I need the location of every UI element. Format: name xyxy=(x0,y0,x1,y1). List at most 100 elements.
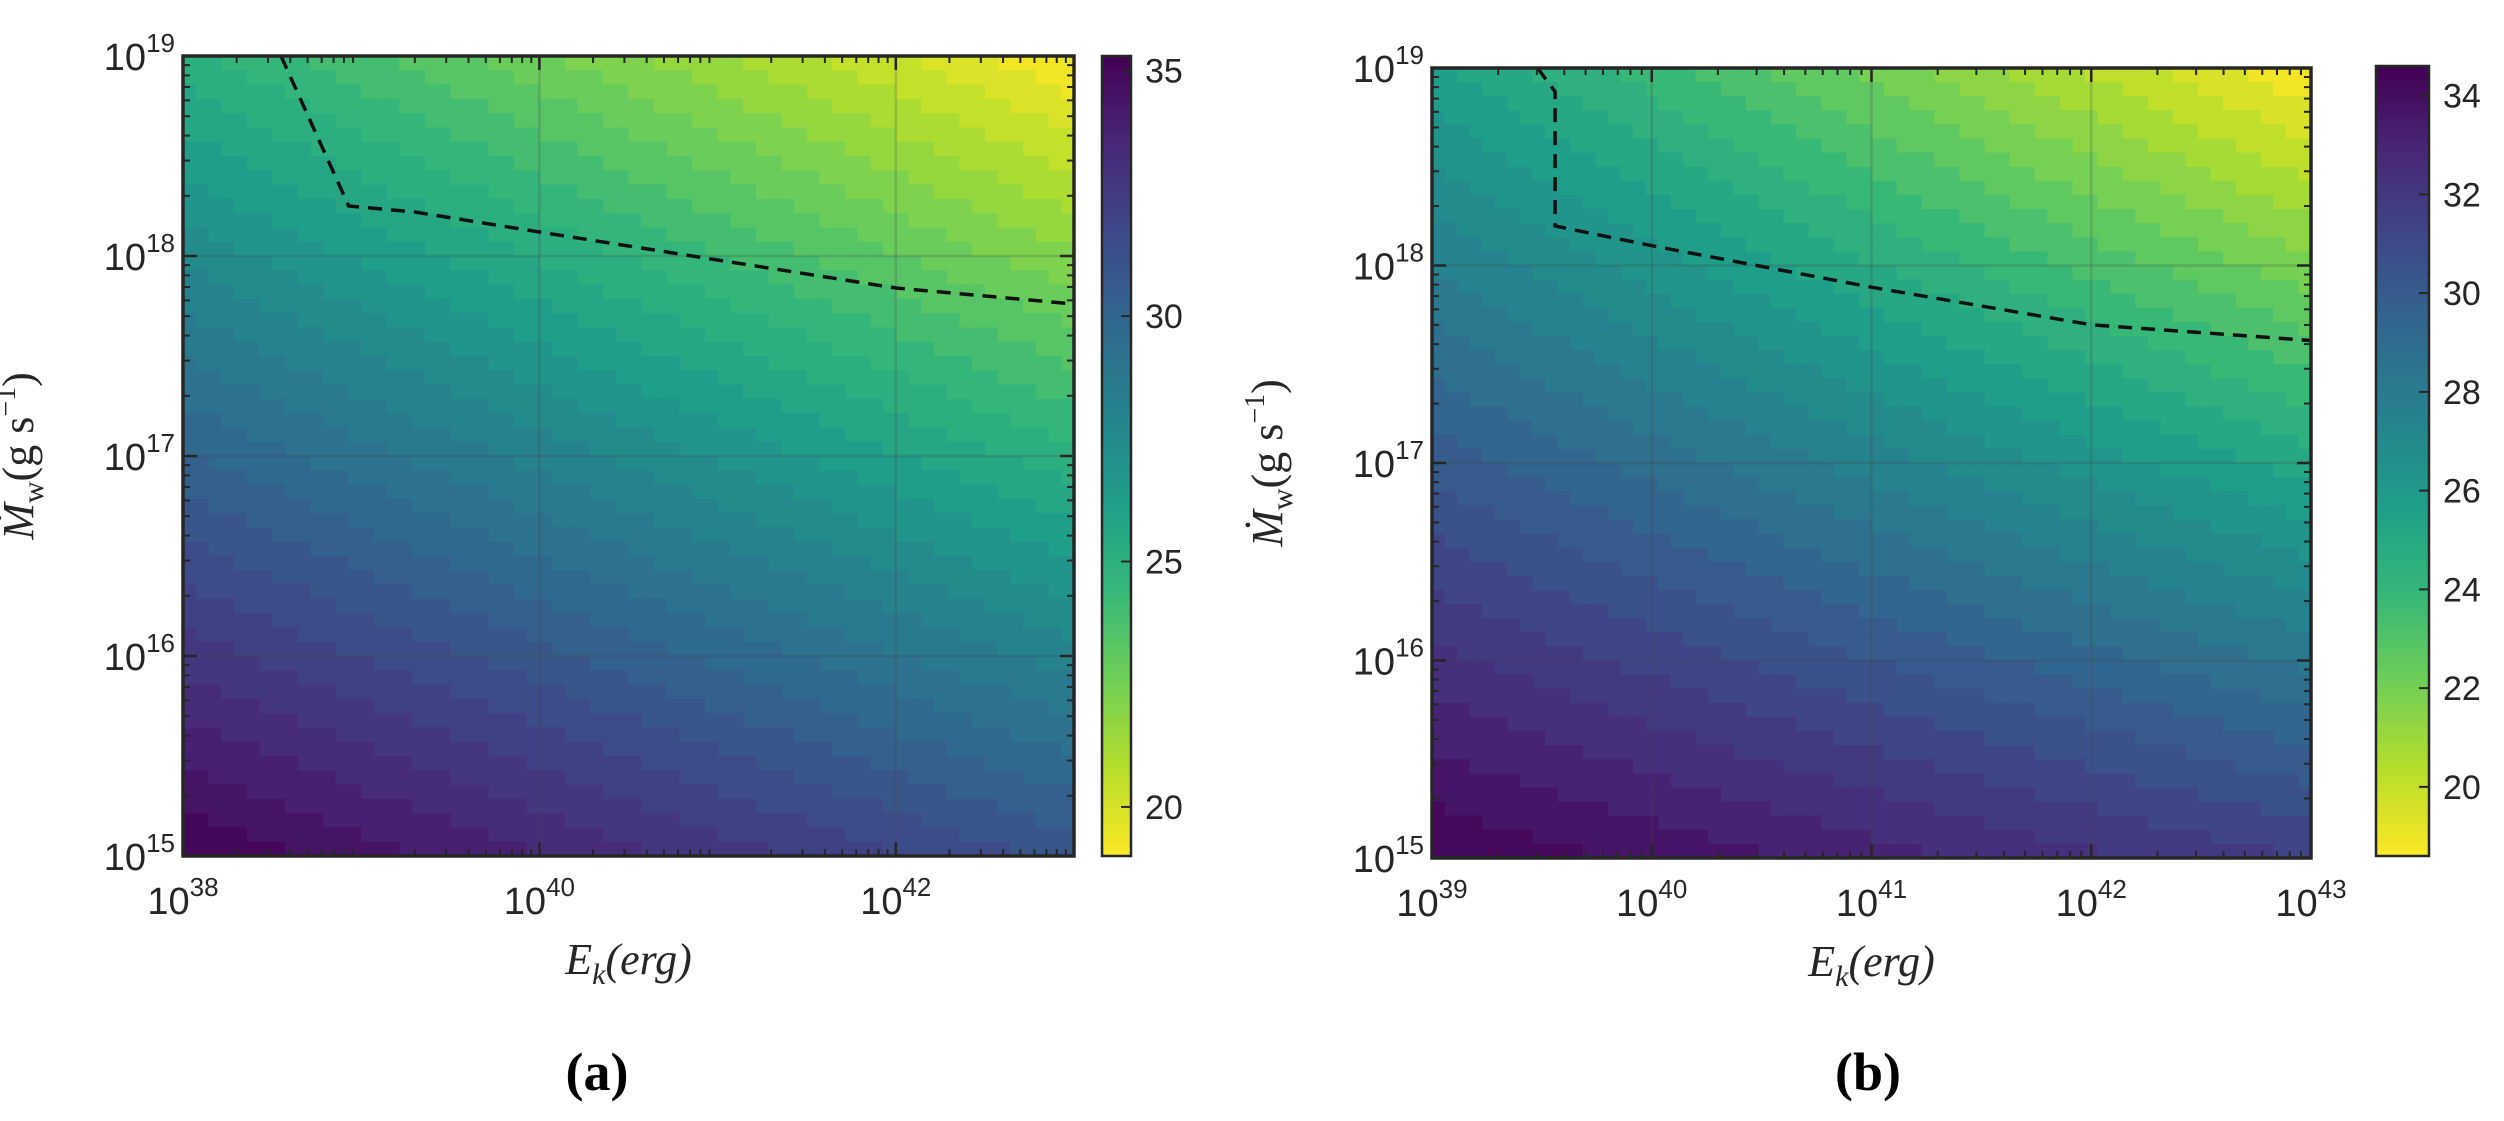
contour-cell xyxy=(488,613,502,629)
contour-cell xyxy=(781,527,795,543)
contour-cell xyxy=(653,770,668,786)
contour-cell xyxy=(284,356,299,371)
contour-cell xyxy=(628,498,642,514)
contour-cell xyxy=(386,513,400,529)
contour-cell xyxy=(946,356,961,371)
contour-cell xyxy=(1494,660,1508,676)
contour-cell xyxy=(832,741,846,757)
contour-cell xyxy=(208,698,222,714)
contour-cell xyxy=(959,284,973,300)
contour-cell xyxy=(577,484,591,500)
contour-cell xyxy=(1582,378,1596,394)
contour-cell xyxy=(615,584,630,600)
contour-cell xyxy=(1023,127,1037,143)
contour-cell xyxy=(844,527,859,543)
contour-cell xyxy=(361,113,375,129)
contour-cell xyxy=(1557,660,1571,676)
contour-cell xyxy=(437,784,451,800)
contour-cell xyxy=(1010,498,1024,514)
contour-cell xyxy=(895,227,910,243)
contour-cell xyxy=(424,513,439,529)
contour-cell xyxy=(259,527,273,543)
contour-cell xyxy=(284,341,299,357)
contour-cell xyxy=(297,684,311,700)
contour-cell xyxy=(806,498,821,514)
contour-cell xyxy=(972,170,986,186)
contour-cell xyxy=(908,698,922,714)
contour-cell xyxy=(921,313,935,329)
contour-cell xyxy=(641,513,655,529)
contour-cell xyxy=(959,70,973,86)
contour-cell xyxy=(628,627,642,643)
contour-cell xyxy=(933,170,948,186)
contour-cell xyxy=(1023,798,1037,814)
contour-cell xyxy=(615,656,630,671)
contour-cell xyxy=(1519,787,1534,803)
contour-cell xyxy=(1519,152,1534,168)
contour-cell xyxy=(768,698,782,714)
contour-cell xyxy=(246,141,260,157)
contour-cell xyxy=(819,127,833,143)
contour-cell xyxy=(1582,138,1596,154)
contour-cell xyxy=(1595,364,1609,379)
contour-cell xyxy=(1048,713,1062,729)
contour-cell xyxy=(781,413,795,429)
contour-cell xyxy=(641,70,655,86)
contour-cell xyxy=(1035,684,1050,700)
contour-cell xyxy=(1061,770,1075,786)
contour-cell xyxy=(284,156,299,171)
contour-cell xyxy=(284,670,299,686)
contour-cell xyxy=(1469,209,1483,224)
contour-cell xyxy=(1532,166,1546,182)
contour-cell xyxy=(768,213,782,229)
contour-cell xyxy=(1482,533,1496,549)
contour-cell xyxy=(781,656,795,671)
contour-cell xyxy=(679,456,693,471)
contour-cell xyxy=(1532,575,1546,591)
contour-cell xyxy=(564,627,579,643)
contour-cell xyxy=(908,356,922,371)
contour-cell xyxy=(857,484,871,500)
contour-cell xyxy=(615,527,630,543)
contour-cell xyxy=(933,327,948,343)
contour-cell xyxy=(844,513,859,529)
contour-cell xyxy=(577,370,591,386)
contour-cell xyxy=(1557,561,1571,577)
contour-cell xyxy=(908,284,922,300)
contour-cell xyxy=(628,598,642,614)
contour-cell xyxy=(844,413,859,429)
colorbar-segment xyxy=(1102,476,1131,484)
colorbar-segment xyxy=(1102,322,1131,330)
contour-cell xyxy=(959,498,973,514)
contour-cell xyxy=(946,156,961,171)
contour-cell xyxy=(297,384,311,400)
contour-cell xyxy=(412,313,426,329)
contour-cell xyxy=(513,541,528,557)
contour-cell xyxy=(450,756,464,771)
contour-cell xyxy=(361,156,375,171)
contour-cell xyxy=(399,270,413,286)
contour-cell xyxy=(895,670,910,686)
contour-cell xyxy=(373,298,388,314)
contour-cell xyxy=(908,513,922,529)
contour-cell xyxy=(870,498,884,514)
contour-cell xyxy=(768,684,782,700)
contour-cell xyxy=(361,298,375,314)
contour-cell xyxy=(361,327,375,343)
contour-cell xyxy=(1570,152,1584,168)
contour-cell xyxy=(183,827,197,843)
contour-cell xyxy=(335,484,350,500)
contour-cell xyxy=(1444,646,1458,662)
contour-cell xyxy=(437,741,451,757)
contour-cell xyxy=(615,598,630,614)
contour-cell xyxy=(857,527,871,543)
contour-cell xyxy=(208,784,222,800)
contour-cell xyxy=(793,427,808,443)
contour-cell xyxy=(972,70,986,86)
contour-cell xyxy=(424,627,439,643)
contour-cell xyxy=(1023,198,1037,214)
contour-cell xyxy=(412,456,426,471)
contour-cell xyxy=(1035,784,1050,800)
contour-cell xyxy=(539,527,553,543)
contour-cell xyxy=(832,627,846,643)
